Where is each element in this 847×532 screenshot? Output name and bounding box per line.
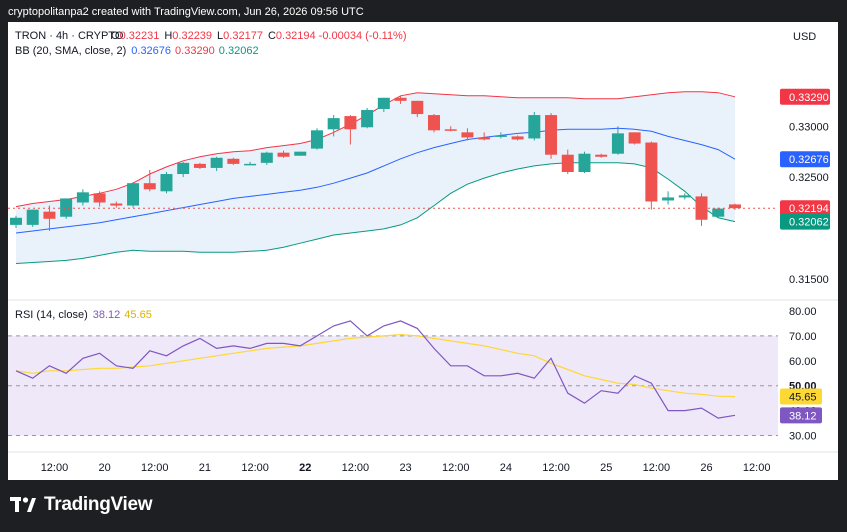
rsi-tag-rsi-text: 38.12 [789, 410, 817, 422]
candle-body [712, 208, 725, 217]
candle-body [377, 97, 390, 109]
price-tag-upper [780, 88, 830, 105]
legend-symbol: TRON · 4h · CRYPTO [15, 30, 124, 42]
price-tag-upper-text: 0.33290 [789, 92, 829, 104]
rsi-axis-tick: 70.00 [789, 331, 817, 343]
time-axis-tick: 23 [399, 462, 411, 474]
legend-rsi: RSI (14, close) 38.12 45.65 [15, 309, 152, 321]
legend-ohlc: O0.32231 H0.32239 L0.32177 C0.32194 -0.00034… [111, 30, 407, 42]
time-axis-tick: 26 [700, 462, 712, 474]
time-axis-tick: 12:00 [342, 462, 370, 474]
rsi-axis-tick: 30.00 [789, 431, 817, 443]
candle-body [645, 142, 658, 202]
time-axis-tick: 12:00 [141, 462, 169, 474]
candle-body [227, 158, 240, 164]
candle-body [10, 217, 22, 225]
candle-body [43, 211, 56, 219]
time-axis-tick: 12:00 [241, 462, 269, 474]
candle-body [595, 154, 608, 157]
rsi-ma-line [15, 333, 736, 398]
candle-body [444, 129, 457, 131]
time-axis[interactable]: 12:00 20 12:00 21 12:00 22 12:00 23 12:00 24 12:00… [41, 462, 771, 474]
price-tag-lower [780, 213, 830, 230]
price-tag-last-text: 0.32194 [789, 203, 829, 215]
time-axis-tick: 24 [500, 462, 512, 474]
candle-body [728, 204, 741, 209]
price-pane[interactable]: 0.33000 0.32500 0.31500 0.33290 0.32676 0.321… [8, 88, 830, 286]
candle-body [545, 115, 558, 155]
bb-lower-line [15, 162, 736, 264]
price-tag-basis-text: 0.32676 [789, 154, 829, 166]
candle-body [361, 109, 374, 128]
time-axis-tick: 12:00 [442, 462, 470, 474]
candle-body [277, 152, 290, 157]
chart-svg[interactable]: 0.33000 0.32500 0.31500 0.33290 0.32676 0.321… [8, 22, 838, 480]
candle-body [678, 195, 691, 198]
candle-body [528, 115, 541, 139]
candle-body [327, 118, 340, 130]
time-axis-tick: 25 [600, 462, 612, 474]
candle-body [511, 136, 524, 140]
candle-body [177, 162, 190, 175]
rsi-tag-rsi [780, 407, 822, 424]
time-axis-tick: 12:00 [542, 462, 570, 474]
bb-basis-line [15, 127, 736, 234]
candle-body [294, 151, 307, 156]
candle-body [193, 163, 206, 168]
time-axis-tick: 21 [199, 462, 211, 474]
price-tag-basis [780, 151, 830, 168]
candle-body [143, 183, 156, 190]
price-axis-tick: 0.31500 [789, 274, 829, 286]
tradingview-logo-text: TradingView [44, 494, 153, 515]
candle-body [93, 193, 106, 203]
tradingview-logo[interactable]: TradingView [10, 494, 153, 516]
candle-body [210, 157, 223, 168]
bb-upper-line [15, 91, 736, 208]
candle-body [478, 137, 491, 140]
rsi-tag-rsi_ma [780, 388, 822, 405]
candle-body [628, 132, 641, 144]
currency-label[interactable]: USD [793, 31, 816, 43]
rsi-axis-tick: 80.00 [789, 306, 817, 318]
time-axis-tick: 12:00 [41, 462, 69, 474]
candle-body [310, 130, 323, 149]
candle-body [494, 135, 507, 137]
candle-body [160, 174, 173, 192]
time-axis-tick: 12:00 [743, 462, 771, 474]
rsi-line [15, 320, 736, 419]
candle-body [411, 100, 424, 115]
candle-body [695, 196, 708, 220]
time-axis-tick: 22 [299, 462, 311, 474]
candle-body [611, 133, 624, 154]
candle-body [561, 154, 574, 172]
rsi-tag-rsi_ma-text: 45.65 [789, 392, 817, 404]
candle-body [394, 97, 407, 101]
candle-body [60, 198, 73, 217]
price-axis-tick: 0.33000 [789, 121, 829, 133]
candle-body [26, 209, 39, 225]
time-axis-tick: 12:00 [643, 462, 671, 474]
candle-body [428, 115, 440, 131]
candle-body [76, 192, 89, 203]
candle-body [344, 116, 357, 130]
candle-body [260, 152, 273, 163]
candle-body [127, 183, 140, 206]
candle-body [578, 153, 591, 172]
chart-attribution: cryptopolitanpa2 created with TradingVie… [8, 6, 364, 18]
tradingview-logo-icon [10, 496, 36, 514]
rsi-axis-tick: 60.00 [789, 356, 817, 368]
price-axis-tick: 0.32500 [789, 172, 829, 184]
time-axis-tick: 20 [98, 462, 110, 474]
legend-bb: BB (20, SMA, close, 2) 0.32676 0.33290 0.32… [15, 45, 259, 57]
candle-body [244, 163, 257, 166]
candle-body [461, 132, 474, 138]
price-tag-lower-text: 0.32062 [789, 217, 829, 229]
candle-body [110, 203, 123, 206]
candle-body [662, 197, 675, 201]
chart-panel[interactable]: 0.33000 0.32500 0.31500 0.33290 0.32676 0.321… [8, 22, 838, 480]
